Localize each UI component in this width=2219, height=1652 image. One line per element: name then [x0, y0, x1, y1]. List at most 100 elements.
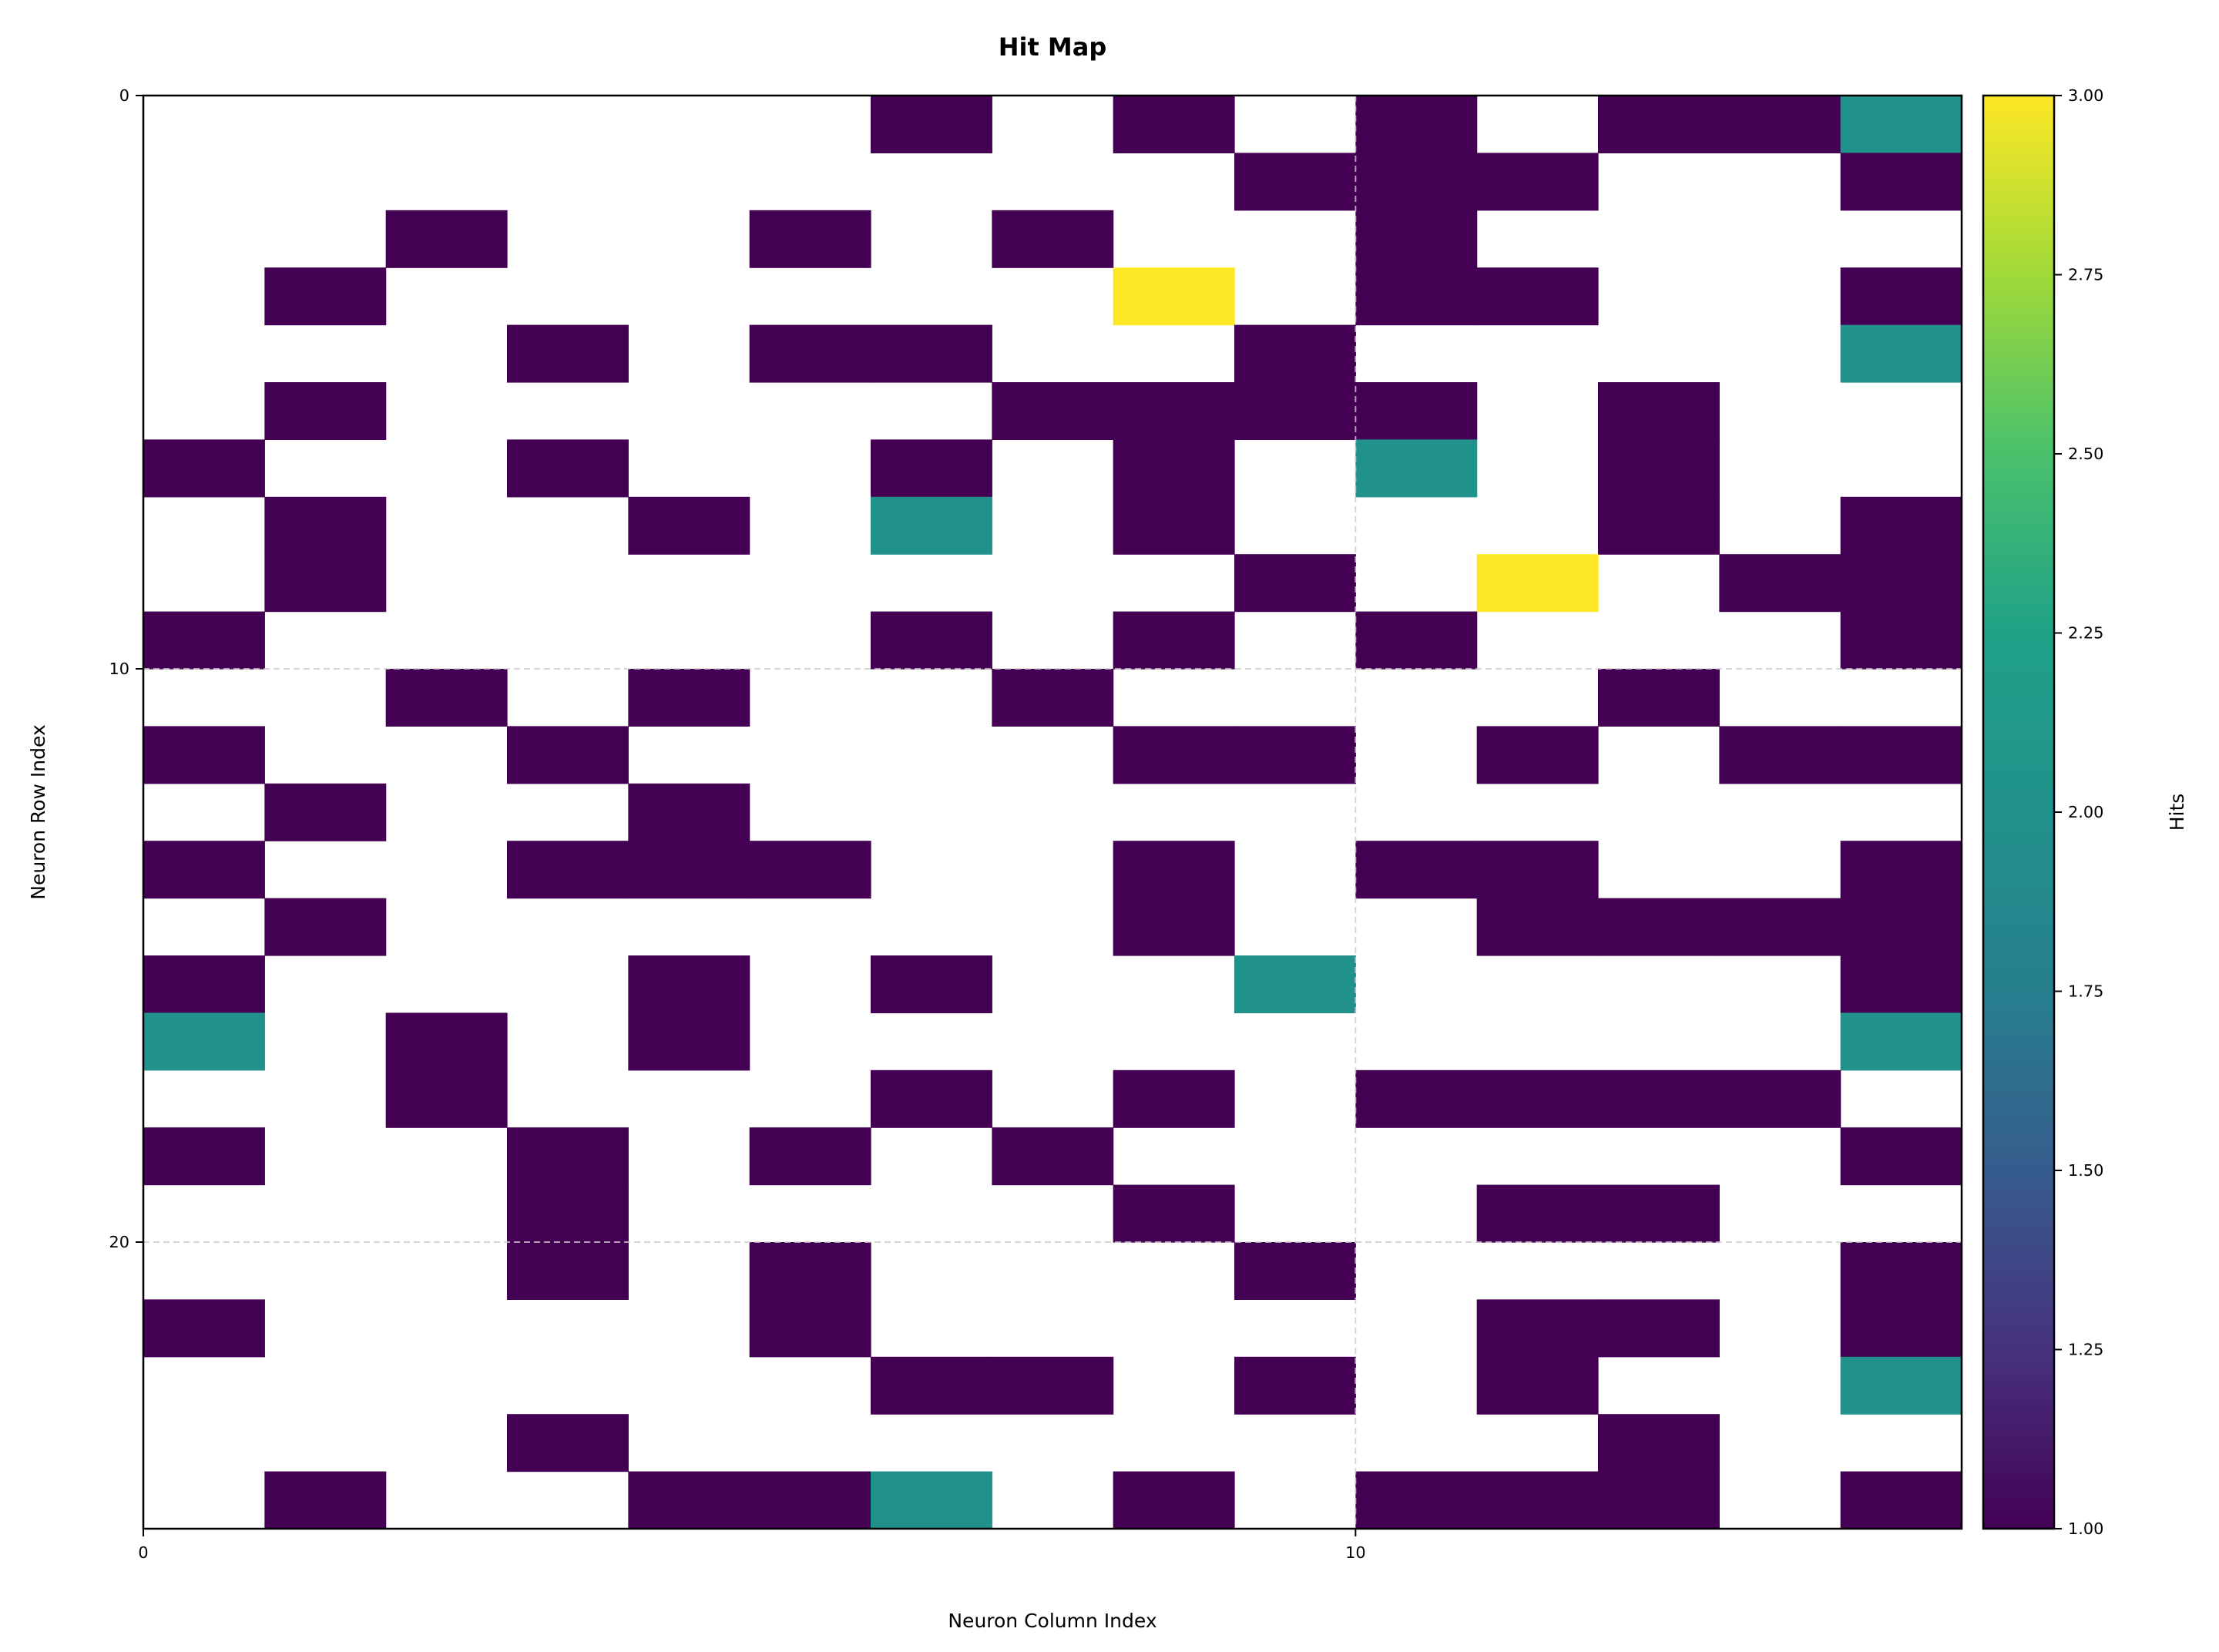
- heatmap-cell: [385, 210, 508, 268]
- heatmap-cell: [1598, 1471, 1720, 1529]
- colorbar-tick-label: 3.00: [2068, 86, 2103, 105]
- heatmap-cell: [1113, 1184, 1235, 1243]
- heatmap-cell: [871, 324, 992, 383]
- heatmap-cell: [385, 1069, 508, 1128]
- x-ticks: 0 10: [138, 1529, 1366, 1562]
- heatmap-cell: [1598, 1414, 1720, 1472]
- heatmap-cell: [1840, 267, 1962, 326]
- heatmap-cell: [143, 439, 265, 498]
- heatmap-cell: [1719, 898, 1841, 956]
- heatmap-cell: [1113, 726, 1235, 784]
- colorbar-label: Hits: [2166, 794, 2188, 831]
- heatmap-cell: [1840, 496, 1962, 555]
- grid-lines: [143, 96, 1962, 1529]
- heatmap-cell: [1234, 554, 1356, 613]
- heatmap-cell: [749, 1299, 871, 1358]
- heatmap-cell: [1113, 267, 1235, 326]
- heatmap-cell: [507, 1414, 629, 1472]
- heatmap-cell: [143, 955, 265, 1013]
- heatmap-cell: [143, 1012, 265, 1071]
- heatmap-cell: [628, 783, 750, 841]
- heatmap-cell: [1355, 1069, 1478, 1128]
- heatmap-cell: [507, 1184, 629, 1243]
- x-axis-label: Neuron Column Index: [948, 1610, 1156, 1632]
- heatmap-cell: [385, 669, 508, 727]
- heatmap-cell: [1476, 726, 1599, 784]
- heatmap-cell: [264, 783, 387, 841]
- heatmap-cell: [871, 1356, 992, 1415]
- heatmap-cell: [1113, 96, 1235, 153]
- heatmap-cell: [507, 1242, 629, 1300]
- y-axis-label: Neuron Row Index: [27, 724, 49, 900]
- heatmap-cell: [1719, 1069, 1841, 1128]
- heatmap-cell: [143, 611, 265, 670]
- heatmap-cell: [871, 96, 992, 153]
- y-tick-label: 10: [109, 660, 129, 678]
- heatmap-cell: [1355, 439, 1478, 498]
- colorbar: [1982, 94, 2056, 1530]
- heatmap-cell: [1598, 1069, 1720, 1128]
- heatmap-cell: [507, 324, 629, 383]
- heatmap-cell: [1234, 726, 1356, 784]
- chart-title: Hit Map: [999, 32, 1107, 62]
- heatmap-cell: [749, 324, 871, 383]
- heatmap-cell: [1355, 841, 1478, 899]
- heatmap-cell: [1840, 898, 1962, 956]
- heatmap-cell: [1840, 153, 1962, 211]
- heatmap-cell: [143, 1299, 265, 1358]
- colorbar-tick-label: 2.00: [2068, 803, 2103, 821]
- colorbar-ticks: 1.00 1.25 1.50 1.75 2.00 2.25 2.50 2.75 3.00: [2054, 86, 2103, 1538]
- heatmap-cell: [1355, 153, 1478, 211]
- heatmap-cell: [749, 1471, 871, 1529]
- heatmap-cell: [871, 611, 992, 670]
- heatmap-cell: [749, 1127, 871, 1186]
- heatmap-cell: [1840, 96, 1962, 153]
- heatmap-cell: [264, 898, 387, 956]
- heatmap-cell: [1840, 1299, 1962, 1358]
- plot-frame: [142, 94, 1963, 1530]
- heatmap-cell: [264, 382, 387, 440]
- heatmap-cell: [1840, 554, 1962, 613]
- heatmap-cell: [385, 1012, 508, 1071]
- colorbar-tick-label: 1.50: [2068, 1161, 2103, 1180]
- heatmap-cell: [749, 210, 871, 268]
- y-tick-label: 0: [119, 86, 129, 105]
- heatmap-cell: [1476, 1184, 1599, 1243]
- heatmap-cell: [1476, 898, 1599, 956]
- colorbar-tick-label: 1.75: [2068, 982, 2103, 1001]
- heatmap-cell: [1113, 611, 1235, 670]
- heatmap-cell: [871, 439, 992, 498]
- heatmap-cell: [1113, 382, 1235, 440]
- heatmap-cell: [628, 669, 750, 727]
- heatmap-cell: [1719, 726, 1841, 784]
- heatmap-cell: [1476, 554, 1599, 613]
- heatmap-cell: [1598, 96, 1720, 153]
- heatmap-cell: [1113, 898, 1235, 956]
- heatmap-cell: [1719, 96, 1841, 153]
- heatmap-cell: [1476, 1356, 1599, 1415]
- heatmap-cell: [628, 955, 750, 1013]
- heatmap-cell: [1355, 267, 1478, 326]
- heatmap-cell: [1840, 1127, 1962, 1186]
- heatmap-cell: [1355, 96, 1478, 153]
- heatmap-cell: [264, 496, 387, 555]
- heatmap-cell: [1598, 898, 1720, 956]
- heatmap-cell: [1113, 1471, 1235, 1529]
- heatmap-cell: [1113, 841, 1235, 899]
- heatmap-cell: [1476, 1471, 1599, 1529]
- heatmap-cell: [1476, 153, 1599, 211]
- heatmap-cell: [143, 1127, 265, 1186]
- heatmap-cell: [1355, 611, 1478, 670]
- y-tick-label: 20: [109, 1233, 129, 1251]
- heatmap-cell: [1476, 1069, 1599, 1128]
- heatmap-cell: [1234, 382, 1356, 440]
- heatmap-cell: [871, 496, 992, 555]
- heatmap-cell: [143, 726, 265, 784]
- heatmap-cell: [1598, 669, 1720, 727]
- heatmap-cell: [628, 1471, 750, 1529]
- heatmap-cell: [1840, 324, 1962, 383]
- heatmap-cell: [264, 554, 387, 613]
- heatmap-cell: [1234, 955, 1356, 1013]
- heatmap-cell: [264, 267, 387, 326]
